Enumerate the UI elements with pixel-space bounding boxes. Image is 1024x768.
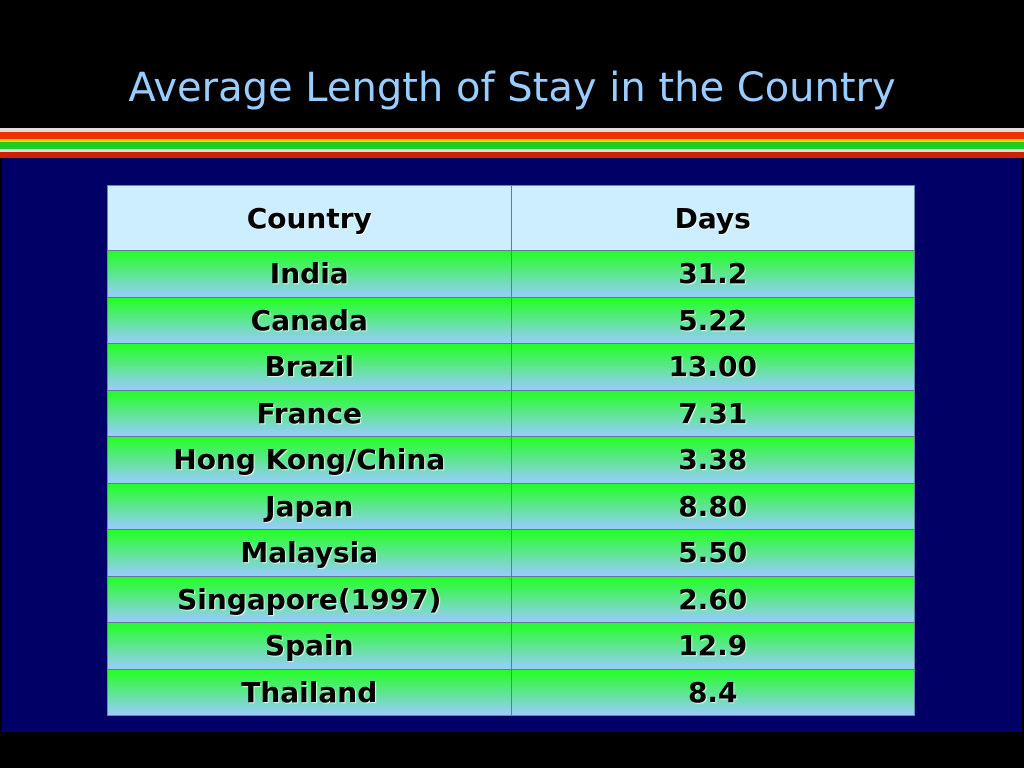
stripe [0, 139, 1024, 142]
table-cell: Canada [250, 303, 368, 337]
table-cell: 12.9 [510, 623, 915, 669]
table-row: Spain 12.9 [108, 622, 914, 669]
table-cell: 8.80 [510, 483, 915, 529]
table-row: India 31.2 [108, 250, 914, 297]
table-cell: 3.38 [510, 437, 915, 483]
data-table: Country Days India 31.2 Canada 5.22 Brazil 13.0… [107, 185, 915, 716]
table-row: France 7.31 [108, 389, 915, 436]
table-cell: Singapore(1997) [177, 582, 442, 616]
table-cell: 13.00 [510, 344, 915, 390]
table-row: Thailand 8.4 [108, 668, 915, 715]
stripe [0, 132, 1024, 139]
table-cell: 5.50 [510, 530, 915, 576]
table-cell: Brazil [264, 350, 355, 384]
table-row: Japan 8.80 [108, 482, 915, 529]
stripe [0, 128, 1024, 132]
table-cell: France [256, 396, 363, 430]
table-cell: 2.60 [510, 576, 915, 622]
stripe [0, 152, 1024, 158]
table-cell: India [269, 257, 349, 291]
table-cell: Hong Kong/China [173, 443, 446, 477]
table-cell: Japan [265, 489, 354, 523]
table-cell: 5.22 [510, 297, 915, 343]
table-cell: 8.4 [510, 669, 915, 715]
table-cell: Malaysia [240, 536, 379, 570]
table-row: Malaysia 5.50 [108, 529, 914, 576]
table-cell: Thailand [241, 675, 378, 709]
stripe [0, 142, 1024, 149]
table-row: Singapore(1997) 2.60 [108, 575, 915, 622]
slide-title: Average Length of Stay in the Country [128, 65, 896, 111]
table-cell: 7.31 [510, 390, 915, 436]
table-cell: Spain [264, 629, 354, 663]
table-row: Brazil 13.00 [108, 343, 914, 390]
table-row: Hong Kong/China 3.38 [108, 436, 914, 483]
table-cell: 31.2 [510, 251, 915, 297]
stripe [0, 149, 1024, 152]
table-row: Canada 5.22 [108, 296, 915, 343]
header-cell: Days [510, 186, 915, 250]
header-row: Country Days [108, 186, 914, 250]
header-cell: Country [246, 201, 372, 235]
